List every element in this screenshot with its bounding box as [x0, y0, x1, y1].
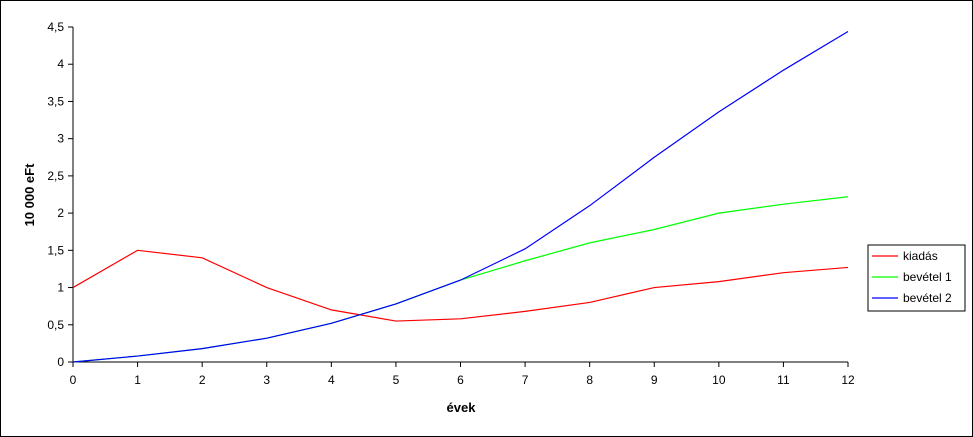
- legend: kiadás bevétel 1 bevétel 2: [867, 244, 966, 312]
- x-tick-label: 6: [457, 373, 464, 387]
- x-tick-label: 10: [712, 373, 726, 387]
- y-tick-label: 0: [57, 355, 64, 369]
- x-tick-label: 3: [263, 373, 270, 387]
- y-tick-label: 2: [57, 206, 64, 220]
- x-tick-label: 2: [199, 373, 206, 387]
- series-layer: [72, 30, 849, 363]
- y-tick-label: 4,5: [47, 20, 64, 34]
- x-tick-label: 9: [651, 373, 658, 387]
- legend-label: kiadás: [903, 249, 938, 263]
- x-tick-label: 1: [134, 373, 141, 387]
- legend-label: bevétel 1: [903, 270, 952, 284]
- x-tick-label: 7: [522, 373, 529, 387]
- x-tick-label: 4: [328, 373, 335, 387]
- x-axis-title: évek: [447, 400, 477, 415]
- series-line-1: [72, 249, 849, 322]
- x-tick-label: 5: [393, 373, 400, 387]
- y-axis-title: 10 000 eFt: [22, 163, 37, 227]
- x-tick-label: 12: [841, 373, 855, 387]
- x-tick-label: 0: [70, 373, 77, 387]
- y-tick-label: 2,5: [47, 169, 64, 183]
- y-tick-label: 3: [57, 132, 64, 146]
- y-tick-label: 3,5: [47, 94, 64, 108]
- y-tick-label: 1: [57, 281, 64, 295]
- axes: 00,511,522,533,544,50 1 2 3 4 5 6 7 8 9 10 11 12: [47, 20, 855, 387]
- y-tick-label: 0,5: [47, 318, 64, 332]
- series-line-3: [72, 30, 849, 363]
- y-tick-label: 1,5: [47, 243, 64, 257]
- y-tick-label: 4: [57, 57, 64, 71]
- x-tick-label: 11: [777, 373, 790, 387]
- x-tick-label: 8: [586, 373, 593, 387]
- legend-label: bevétel 2: [903, 291, 952, 305]
